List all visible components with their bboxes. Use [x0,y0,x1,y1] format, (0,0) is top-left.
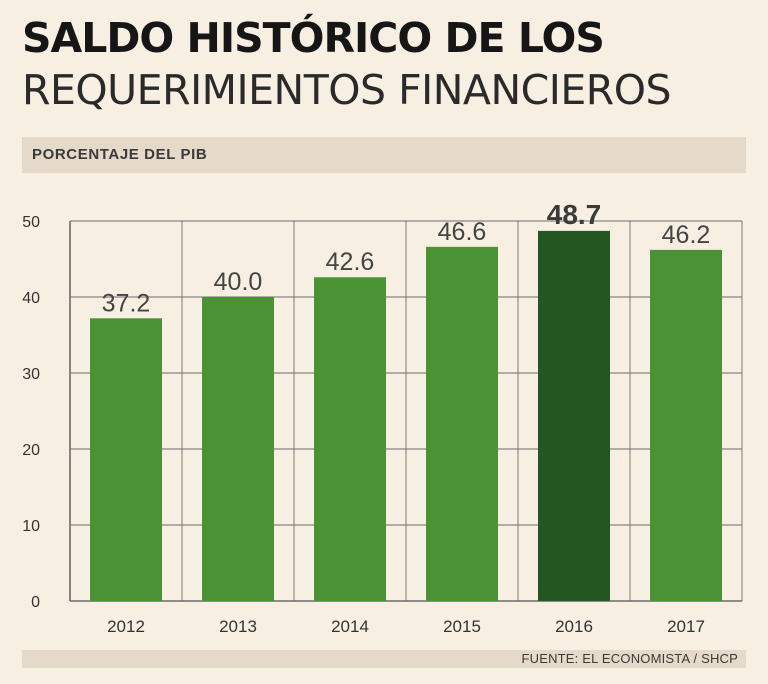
grid-layer [69,220,743,602]
y-tick-label: 20 [22,442,40,459]
bar-value-label: 40.0 [214,268,263,296]
x-tick-label: 2012 [107,617,145,636]
bar-value-label: 37.2 [102,289,151,317]
y-tick-label: 50 [22,214,40,231]
title-line-1: SALDO HISTÓRICO DE LOS [22,14,605,62]
bar-2012 [90,318,162,601]
y-tick-label: 10 [22,518,40,535]
y-tick-label: 30 [22,366,40,383]
x-tick-label: 2016 [555,617,593,636]
bar-value-label: 42.6 [326,248,375,276]
x-tick-label: 2017 [667,617,705,636]
x-tick-label: 2015 [443,617,481,636]
bar-2014 [314,277,386,601]
y-tick-label: 40 [22,290,40,307]
source-note: FUENTE: EL ECONOMISTA / SHCP [521,651,738,666]
y-tick-label: 0 [31,594,40,611]
bars-layer [90,230,722,601]
labels-layer: 0 10 20 30 40 50 37.2 2012 40.0 2013 42.6 2014 46.6 2… [22,199,710,636]
bar-value-label: 46.2 [662,221,711,249]
bar-2013 [202,297,274,601]
x-tick-label: 2014 [331,617,369,636]
title-line-2: REQUERIMIENTOS FINANCIEROS [22,66,672,114]
bar-2015 [426,246,498,601]
x-tick-label: 2013 [219,617,257,636]
bar-value-label: 46.6 [438,218,487,246]
bar-2016 [538,230,610,601]
source-band: FUENTE: EL ECONOMISTA / SHCP [22,650,746,668]
subtitle: PORCENTAJE DEL PIB [32,146,208,163]
bar-chart: 0 10 20 30 40 50 37.2 2012 40.0 2013 42.6 2014 46.6 2… [22,199,743,636]
bar-2017 [650,249,722,601]
bar-value-label: 48.7 [547,199,602,230]
subtitle-band: PORCENTAJE DEL PIB [22,137,746,173]
